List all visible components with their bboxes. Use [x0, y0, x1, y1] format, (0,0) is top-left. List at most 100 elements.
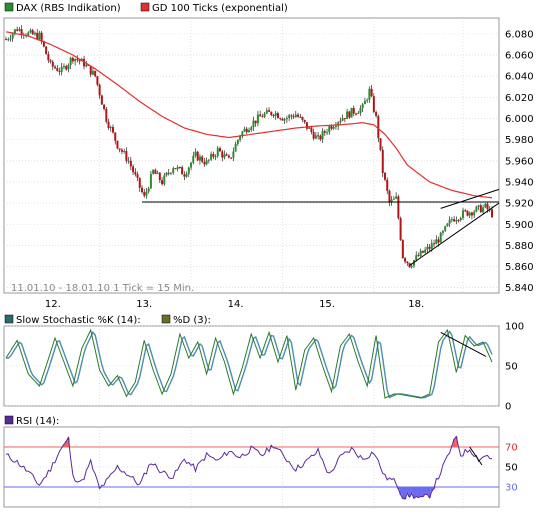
candle-body — [399, 218, 402, 240]
candle-body — [401, 239, 404, 259]
candle-body — [205, 160, 208, 165]
candle-body — [54, 66, 57, 69]
candle-body — [134, 172, 137, 175]
candle-body — [181, 167, 184, 175]
candle-body — [221, 151, 224, 158]
candle-body — [441, 230, 444, 233]
candle-body — [234, 143, 237, 152]
candle-body — [27, 32, 30, 36]
candle-body — [172, 168, 175, 173]
rsi-oversold-fill — [412, 487, 416, 499]
rsi-oversold-fill — [410, 487, 413, 494]
trendline-upper-channel — [440, 188, 500, 209]
candle-body — [292, 116, 295, 118]
rsi-y-labels: 70 50 30 — [505, 443, 518, 494]
candle-body — [323, 131, 326, 133]
candle-body — [185, 173, 188, 177]
candle-body — [417, 255, 420, 257]
candle-body — [457, 219, 460, 221]
candle-body — [7, 39, 10, 41]
price-panel: 6.080 6.060 6.040 6.020 6.000 5.980 5.960 5.940… — [3, 17, 534, 294]
rsi-oversold-fill — [406, 487, 409, 494]
candle-body — [285, 117, 288, 120]
candle-body — [261, 116, 264, 118]
moving-average-line — [5, 31, 493, 199]
candle-body — [462, 210, 465, 218]
price-y-tick-labels: 6.080 6.060 6.040 6.020 6.000 5.980 5.960 5.940… — [505, 29, 534, 294]
candle-body — [239, 135, 242, 140]
rsi-oversold-fill — [428, 487, 431, 498]
stochastic-d-line — [6, 330, 493, 399]
candle-body — [482, 207, 485, 213]
candle-body — [47, 54, 50, 61]
candle-body — [479, 205, 482, 213]
candle-body — [154, 169, 157, 174]
candle-body — [317, 135, 320, 137]
rsi-trendline — [469, 446, 483, 466]
candle-body — [112, 127, 115, 133]
x-tick-label: 14. — [228, 299, 244, 310]
candle-body — [138, 177, 141, 188]
legend-label-price: DAX (RBS Indikation) — [16, 3, 121, 14]
candle-body — [58, 70, 61, 72]
candle-body — [468, 212, 471, 216]
candle-body — [16, 29, 19, 31]
candle-body — [203, 161, 206, 165]
legend-label-ma: GD 100 Ticks (exponential) — [152, 3, 288, 14]
price-y-tick-label: 5.940 — [505, 177, 534, 188]
candle-body — [216, 148, 219, 156]
candle-body — [377, 115, 380, 139]
candle-body — [419, 250, 422, 256]
candle-body — [444, 226, 447, 231]
candle-body — [36, 32, 39, 40]
candle-body — [406, 261, 409, 263]
candle-body — [355, 113, 358, 115]
candle-body — [214, 155, 217, 157]
price-y-tick-label: 6.040 — [505, 72, 534, 83]
stochastic-k-line — [5, 328, 493, 399]
legend-swatch-stoch-k — [4, 314, 14, 324]
candle-body — [13, 29, 16, 34]
candle-body — [430, 243, 433, 249]
candle-body — [290, 115, 293, 117]
candle-body — [308, 127, 311, 129]
candle-body — [158, 172, 161, 181]
candle-body — [125, 151, 128, 161]
x-tick-label: 15. — [319, 299, 335, 310]
candle-body — [114, 132, 117, 141]
candle-body — [470, 212, 473, 216]
candle-body — [459, 217, 462, 220]
price-y-tick-label: 5.840 — [505, 283, 534, 294]
candle-body — [201, 156, 204, 162]
candle-body — [194, 151, 197, 156]
candle-body — [236, 139, 239, 144]
candle-body — [149, 173, 152, 189]
candle-body — [256, 114, 259, 124]
candle-body — [491, 209, 493, 218]
price-y-tick-label: 5.980 — [505, 135, 534, 146]
candle-body — [96, 76, 99, 85]
candle-body — [161, 180, 164, 185]
candle-body — [127, 160, 130, 162]
candle-body — [232, 151, 235, 158]
candle-body — [404, 258, 407, 262]
candle-body — [477, 205, 480, 207]
rsi-oversold-fill — [417, 487, 420, 498]
rsi-overbought-fill — [64, 441, 68, 447]
candle-body — [305, 122, 308, 129]
rsi-oversold-fill — [423, 487, 427, 495]
candle-body — [210, 153, 213, 160]
candle-body — [343, 118, 346, 120]
candle-body — [67, 65, 70, 70]
candle-body — [187, 167, 190, 174]
candle-body — [223, 154, 226, 158]
candle-body — [118, 148, 121, 150]
candle-body — [147, 188, 150, 192]
legend-label-rsi: RSI (14): — [16, 416, 59, 427]
candle-body — [437, 239, 440, 243]
candle-body — [31, 30, 34, 35]
candle-body — [366, 99, 369, 101]
candle-body — [337, 122, 340, 127]
candle-body — [98, 84, 101, 96]
candle-body — [314, 135, 317, 139]
